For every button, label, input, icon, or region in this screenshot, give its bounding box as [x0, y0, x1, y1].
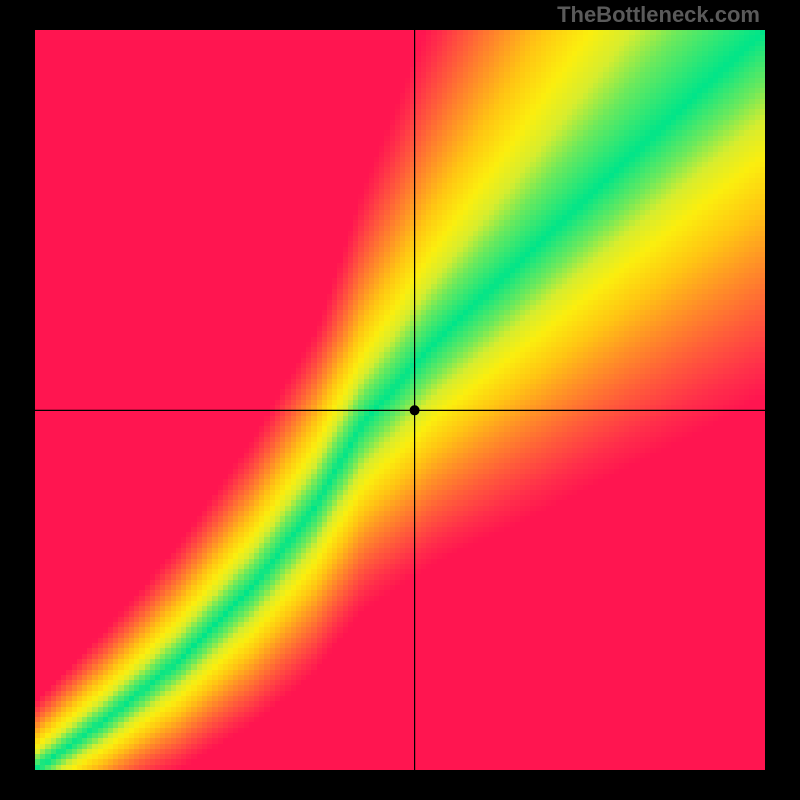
chart-container: TheBottleneck.com [0, 0, 800, 800]
bottleneck-heatmap [0, 0, 800, 800]
watermark-text: TheBottleneck.com [557, 2, 760, 28]
